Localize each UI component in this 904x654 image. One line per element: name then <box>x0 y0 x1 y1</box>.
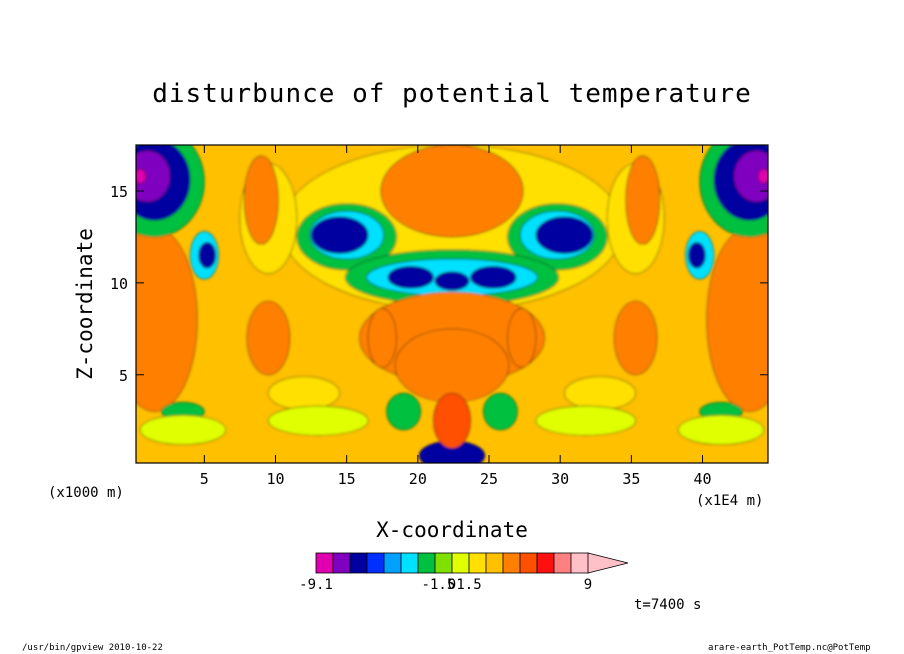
colorbar-segment <box>400 552 419 574</box>
colorbar-segment <box>366 552 385 574</box>
y-tick-label: 15 <box>110 183 128 201</box>
plot-frame <box>135 144 769 464</box>
colorbar-segment <box>553 552 572 574</box>
x-tick-label: 10 <box>266 470 284 488</box>
contour-region <box>625 155 661 245</box>
colorbar-segment <box>417 552 436 574</box>
contour-region <box>310 216 369 254</box>
contour-region <box>613 300 658 376</box>
contour-region <box>367 308 397 368</box>
footer-right: arare-earth_PotTemp.nc@PotTemp <box>708 643 871 653</box>
contour-region <box>246 300 291 376</box>
contour-region <box>434 271 470 291</box>
contour-region <box>139 414 226 445</box>
colorbar-segment <box>383 552 402 574</box>
colorbar-segment <box>536 552 555 574</box>
colorbar-tick-labels: -9.1 -1.50 1.5 9 <box>299 577 592 593</box>
colorbar-segment <box>315 552 334 574</box>
contour-region <box>706 227 768 412</box>
y-tick-label: 5 <box>119 367 128 385</box>
contour-region <box>687 242 706 269</box>
contour-region <box>380 145 524 238</box>
contour-region <box>433 392 471 449</box>
time-label: t=7400 s <box>634 597 701 613</box>
colorbar-segment <box>519 552 538 574</box>
contour-region <box>198 242 217 269</box>
colorbar-segment <box>349 552 368 574</box>
contour-region <box>243 155 279 245</box>
plot-area <box>136 145 768 463</box>
contour-region <box>757 168 768 184</box>
colorbar-tick-label: -1.5 <box>422 577 456 593</box>
x-tick-label: 25 <box>480 470 498 488</box>
x-tick-label: 5 <box>200 470 209 488</box>
contour-region <box>535 216 594 254</box>
y-tick-label: 10 <box>110 275 128 293</box>
chart-title: disturbunce of potential temperature <box>152 79 752 109</box>
colorbar-segment <box>502 552 521 574</box>
contour-region <box>733 150 768 203</box>
y-axis: 5 10 15 <box>110 183 768 385</box>
footer-left: /usr/bin/gpview 2010-10-22 <box>22 643 163 653</box>
contour-region <box>386 392 421 431</box>
colorbar-segment <box>468 552 487 574</box>
contour-region <box>268 376 340 410</box>
contour-region <box>483 392 518 431</box>
contour-region <box>507 308 537 368</box>
colorbar-tick-label: 9 <box>584 577 592 593</box>
y-axis-label: Z-coordinate <box>73 228 97 380</box>
colorbar-segment <box>434 552 453 574</box>
x-unit-left: (x1000 m) <box>48 485 124 501</box>
colorbar-tick-label: 0 <box>448 577 456 593</box>
colorbar <box>315 552 629 574</box>
colorbar-segment <box>485 552 504 574</box>
contour-region <box>268 405 369 436</box>
colorbar-tick-label: 1.5 <box>456 577 481 593</box>
x-tick-label: 20 <box>409 470 427 488</box>
contour-region <box>678 414 765 445</box>
contour-region <box>564 376 636 410</box>
colorbar-segment <box>332 552 351 574</box>
colorbar-segment <box>570 552 589 574</box>
colorbar-segment <box>451 552 470 574</box>
x-tick-label: 40 <box>693 470 711 488</box>
contour-region <box>387 266 434 289</box>
colorbar-tick-label: -9.1 <box>299 577 333 593</box>
contour-region <box>136 150 171 203</box>
x-axis: 5 10 15 20 25 30 35 40 <box>200 145 712 488</box>
x-tick-label: 15 <box>338 470 356 488</box>
contour-region <box>394 328 510 403</box>
x-tick-label: 30 <box>551 470 569 488</box>
contour-region <box>470 266 517 289</box>
x-unit-right: (x1E4 m) <box>696 493 763 509</box>
colorbar-extend-arrow <box>587 552 629 574</box>
contour-region <box>535 405 636 436</box>
x-tick-label: 35 <box>622 470 640 488</box>
x-axis-label: X-coordinate <box>376 518 528 542</box>
contour-region <box>136 168 147 184</box>
